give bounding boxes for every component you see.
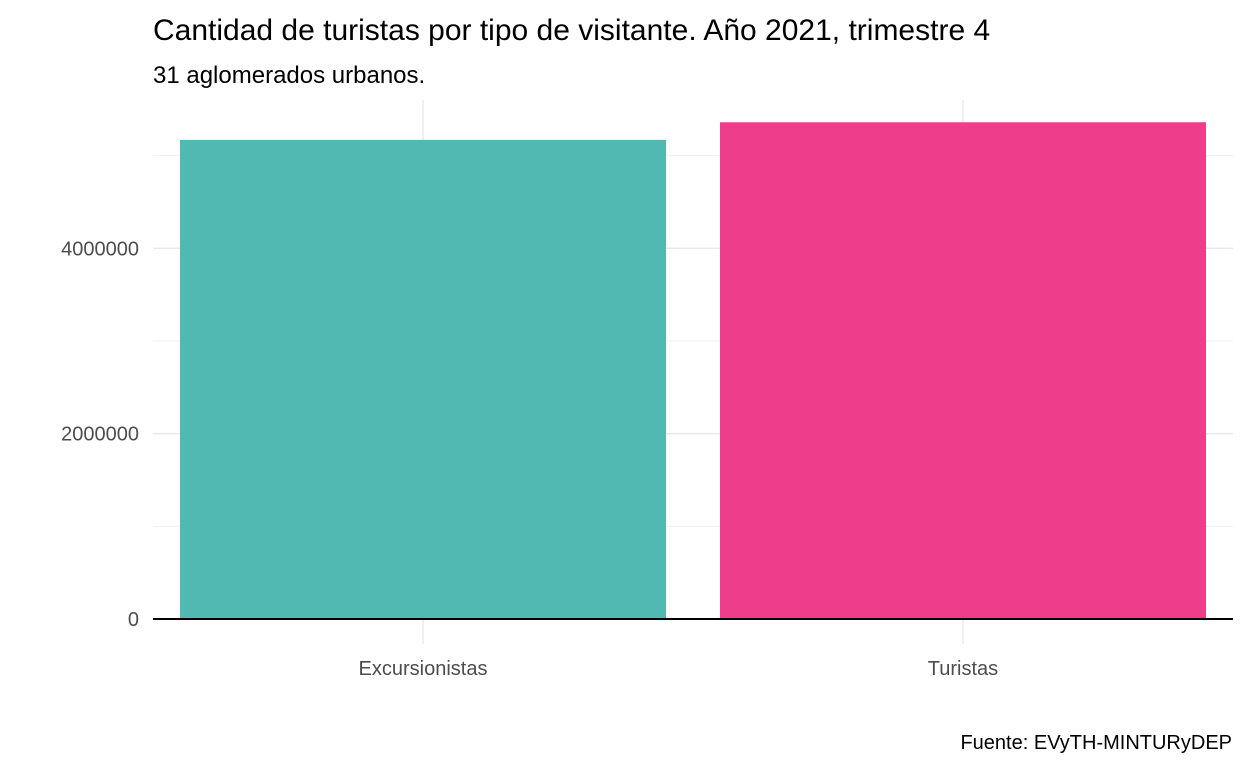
x-tick-label: Turistas xyxy=(928,658,998,680)
y-tick-label: 2000000 xyxy=(61,424,139,446)
chart-title: Cantidad de turistas por tipo de visitan… xyxy=(153,14,991,47)
bars xyxy=(180,122,1206,619)
y-tick-label: 0 xyxy=(128,609,139,631)
chart-subtitle: 31 aglomerados urbanos. xyxy=(153,62,426,89)
y-axis-tick-labels: 0 2000000 4000000 xyxy=(61,238,139,631)
bar-excursionistas xyxy=(180,139,666,619)
x-tick-label: Excursionistas xyxy=(359,658,488,680)
chart-source-caption: Fuente: EVyTH-MINTURyDEP xyxy=(960,732,1232,754)
y-tick-label: 4000000 xyxy=(61,238,139,260)
bar-turistas xyxy=(720,122,1206,619)
x-axis-tick-labels: Excursionistas Turistas xyxy=(359,658,999,680)
